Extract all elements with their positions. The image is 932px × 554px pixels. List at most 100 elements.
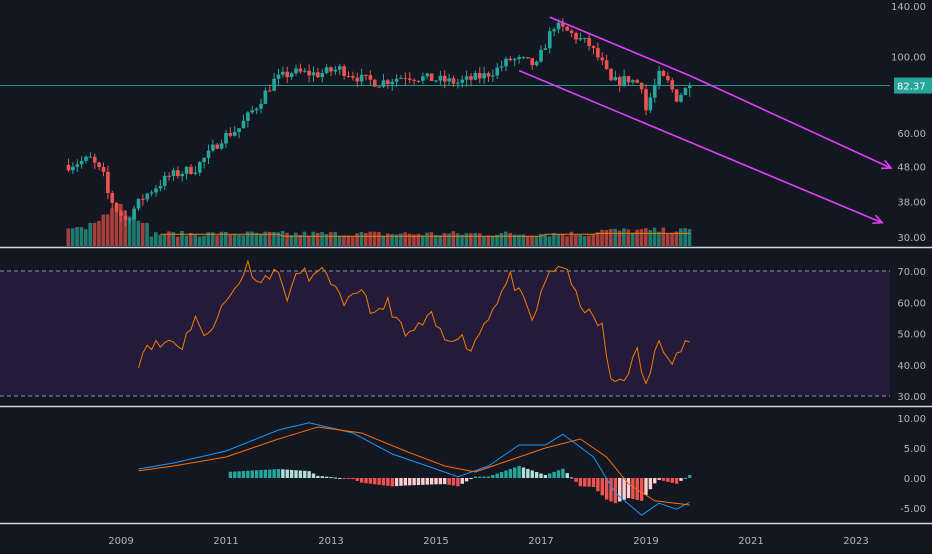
- candle[interactable]: [119, 209, 123, 223]
- candle[interactable]: [307, 64, 311, 83]
- candle[interactable]: [600, 52, 605, 66]
- candle[interactable]: [311, 66, 316, 82]
- candle[interactable]: [482, 66, 486, 84]
- candle[interactable]: [114, 201, 119, 214]
- candle[interactable]: [504, 56, 508, 72]
- candle[interactable]: [464, 70, 469, 87]
- candle[interactable]: [110, 190, 115, 209]
- candle[interactable]: [298, 63, 303, 74]
- candle[interactable]: [84, 155, 88, 164]
- candle[interactable]: [652, 78, 657, 103]
- candle[interactable]: [281, 66, 285, 78]
- candle[interactable]: [75, 159, 80, 172]
- candle[interactable]: [250, 105, 255, 115]
- candle[interactable]: [259, 98, 263, 114]
- candle[interactable]: [622, 69, 626, 88]
- candle[interactable]: [171, 167, 176, 181]
- candle[interactable]: [276, 68, 281, 86]
- candle[interactable]: [674, 89, 679, 103]
- candle[interactable]: [141, 194, 145, 206]
- candle[interactable]: [337, 63, 342, 75]
- candle[interactable]: [215, 142, 220, 150]
- candle[interactable]: [412, 78, 416, 85]
- candle[interactable]: [434, 79, 438, 83]
- candle[interactable]: [687, 82, 692, 97]
- candle[interactable]: [71, 161, 75, 174]
- candle[interactable]: [486, 71, 491, 82]
- candle[interactable]: [333, 65, 338, 75]
- candle[interactable]: [320, 69, 325, 83]
- candle[interactable]: [477, 67, 482, 84]
- candle[interactable]: [447, 73, 451, 86]
- candle[interactable]: [547, 27, 552, 54]
- candle[interactable]: [582, 37, 587, 43]
- candle[interactable]: [530, 58, 535, 70]
- candle[interactable]: [578, 32, 583, 42]
- candle[interactable]: [648, 92, 653, 113]
- candle[interactable]: [123, 210, 128, 226]
- candle[interactable]: [473, 70, 478, 81]
- candle[interactable]: [543, 44, 548, 51]
- candle[interactable]: [158, 179, 163, 192]
- candle[interactable]: [386, 78, 390, 89]
- candle[interactable]: [285, 66, 290, 84]
- candle[interactable]: [211, 139, 215, 153]
- candle[interactable]: [184, 166, 189, 180]
- candle[interactable]: [149, 190, 154, 197]
- channel-lower-line[interactable]: [518, 69, 883, 224]
- candle[interactable]: [390, 78, 395, 91]
- candle[interactable]: [92, 153, 97, 169]
- candle[interactable]: [132, 205, 136, 221]
- candle[interactable]: [635, 78, 640, 84]
- candle[interactable]: [79, 156, 84, 169]
- candle[interactable]: [219, 139, 224, 151]
- rsi-pane[interactable]: [0, 259, 890, 397]
- candle[interactable]: [355, 72, 360, 88]
- candle[interactable]: [631, 79, 635, 85]
- price-pane[interactable]: [0, 16, 893, 246]
- candle[interactable]: [565, 25, 570, 31]
- candle[interactable]: [324, 64, 329, 75]
- candle[interactable]: [534, 60, 539, 67]
- candle[interactable]: [596, 42, 600, 61]
- candle[interactable]: [368, 70, 373, 86]
- candle[interactable]: [539, 45, 543, 63]
- candle[interactable]: [574, 31, 578, 44]
- candle[interactable]: [88, 152, 93, 158]
- candle[interactable]: [626, 75, 631, 86]
- candle[interactable]: [364, 74, 368, 81]
- candle[interactable]: [508, 56, 513, 62]
- candle[interactable]: [206, 144, 211, 165]
- candle[interactable]: [302, 67, 307, 73]
- candle[interactable]: [101, 162, 106, 177]
- candle[interactable]: [342, 64, 346, 80]
- candle[interactable]: [154, 184, 158, 197]
- candle[interactable]: [189, 164, 193, 175]
- candle[interactable]: [136, 198, 141, 212]
- candle[interactable]: [683, 87, 688, 96]
- candle[interactable]: [232, 125, 237, 137]
- candle[interactable]: [679, 92, 683, 103]
- candle[interactable]: [416, 80, 421, 83]
- candle[interactable]: [316, 67, 320, 79]
- channel-upper-line[interactable]: [549, 16, 691, 77]
- candle[interactable]: [421, 72, 425, 85]
- candle[interactable]: [346, 71, 351, 79]
- candle[interactable]: [495, 62, 500, 80]
- candle[interactable]: [289, 71, 294, 80]
- candle[interactable]: [407, 72, 412, 84]
- candle[interactable]: [197, 161, 202, 176]
- candle[interactable]: [617, 75, 622, 92]
- candle[interactable]: [456, 78, 460, 89]
- candle[interactable]: [517, 54, 521, 64]
- candle[interactable]: [644, 83, 648, 116]
- candle[interactable]: [241, 114, 246, 129]
- candle[interactable]: [254, 107, 259, 115]
- candle[interactable]: [237, 128, 241, 139]
- candle[interactable]: [666, 71, 670, 84]
- candle[interactable]: [228, 127, 233, 138]
- candle[interactable]: [552, 27, 556, 37]
- candle[interactable]: [561, 18, 565, 32]
- candle[interactable]: [377, 86, 381, 88]
